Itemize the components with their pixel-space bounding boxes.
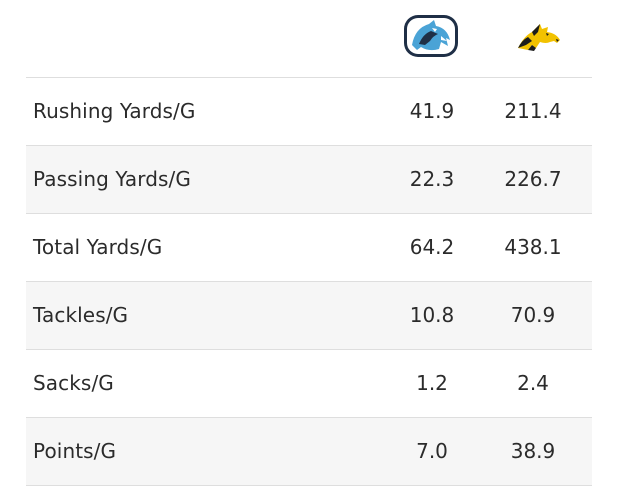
stat-label: Total Yards/G: [33, 235, 163, 259]
away-team-value: 226.7: [504, 167, 562, 191]
home-team-value: 10.8: [409, 303, 455, 327]
away-team-value: 211.4: [504, 99, 562, 123]
stat-label: Tackles/G: [33, 303, 129, 327]
home-team-value: 64.2: [409, 235, 455, 259]
stat-row-total-yards: Total Yards/G 64.2 438.1: [26, 214, 592, 282]
stat-label: Points/G: [33, 439, 117, 463]
home-team-value: 41.9: [409, 99, 455, 123]
away-team-value: 438.1: [504, 235, 562, 259]
home-team-value: 22.3: [409, 167, 455, 191]
wolf-head-logo-icon: [403, 14, 459, 58]
stat-label: Sacks/G: [33, 371, 114, 395]
away-team-value: 2.4: [517, 371, 549, 395]
stat-row-tackles: Tackles/G 10.8 70.9: [26, 282, 592, 350]
home-team-value: 7.0: [416, 439, 448, 463]
stat-row-passing-yards: Passing Yards/G 22.3 226.7: [26, 146, 592, 214]
mustang-head-logo-icon: [510, 18, 566, 58]
stat-label: Passing Yards/G: [33, 167, 191, 191]
stat-row-rushing-yards: Rushing Yards/G 41.9 211.4: [26, 78, 592, 146]
stat-row-points: Points/G 7.0 38.9: [26, 418, 592, 486]
home-team-value: 1.2: [416, 371, 448, 395]
team-stats-comparison-table: Rushing Yards/G 41.9 211.4 Passing Yards…: [26, 0, 592, 486]
away-team-value: 38.9: [510, 439, 556, 463]
table-header: [26, 0, 592, 78]
stat-label: Rushing Yards/G: [33, 99, 196, 123]
stat-row-sacks: Sacks/G 1.2 2.4: [26, 350, 592, 418]
away-team-value: 70.9: [510, 303, 556, 327]
